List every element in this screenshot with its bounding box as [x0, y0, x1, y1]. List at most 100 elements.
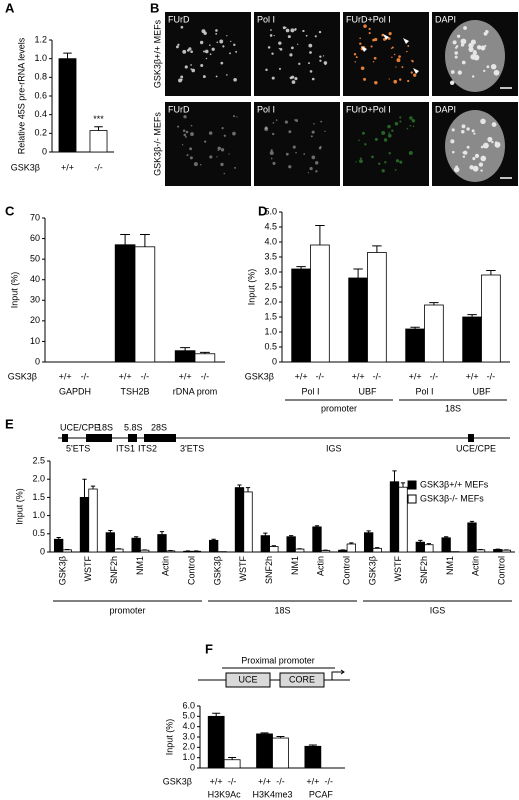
x-tick-label: -/-: [94, 162, 103, 172]
speckle: [383, 37, 387, 41]
speckle: [215, 29, 218, 32]
x-tick-label: PCAF: [309, 789, 334, 799]
speckle: [289, 76, 293, 80]
speckle: [388, 78, 390, 80]
speckle: [184, 135, 187, 138]
speckle: [470, 54, 476, 60]
bar: [405, 328, 425, 363]
error-bar: [237, 484, 242, 488]
bar: [269, 546, 279, 553]
error-bar: [263, 532, 268, 536]
series-label: -/-: [316, 371, 325, 381]
speckle: [411, 59, 413, 62]
speckle: [200, 63, 204, 68]
error-bar: [139, 233, 150, 247]
speckle: [359, 159, 363, 164]
speckle: [391, 56, 393, 59]
bar: [89, 130, 108, 153]
x-tick-label: H3K4me3: [252, 789, 292, 799]
speckle: [232, 115, 236, 118]
bar: [320, 550, 331, 553]
row-label: GSK3β: [11, 162, 40, 172]
speckle: [355, 56, 358, 59]
map-label: IGS: [326, 443, 342, 453]
bar: [467, 522, 477, 553]
series-label: +/+: [210, 776, 223, 786]
column-title: DAPI: [435, 104, 456, 114]
error-bar: [353, 268, 363, 278]
row-label: GSK3β-/- MEFs: [152, 112, 162, 176]
speckle: [387, 37, 391, 40]
speckle: [472, 157, 476, 161]
micrographs: [165, 12, 518, 186]
speckle: [314, 161, 319, 165]
map-label: ITS2: [138, 443, 157, 453]
bar: [372, 547, 382, 553]
speckle: [410, 71, 413, 74]
bar: [310, 244, 330, 363]
x-tick-label: SNF2h: [419, 556, 429, 584]
speckle: [318, 146, 322, 150]
bar: [462, 316, 482, 363]
speckle: [463, 26, 467, 30]
speckle: [408, 151, 413, 155]
speckle: [289, 53, 293, 57]
speckle: [233, 43, 236, 47]
column-title: FUrD: [168, 14, 190, 24]
speckle: [450, 70, 455, 74]
speckle: [297, 43, 299, 45]
series-label: -/-: [141, 371, 150, 381]
y-tick-label: 0: [40, 546, 45, 556]
bar: [441, 537, 451, 553]
column-title: FUrD+Pol I: [346, 14, 391, 24]
speckle: [359, 37, 361, 39]
column-title: Pol I: [257, 104, 275, 114]
speckle: [490, 63, 497, 70]
map-block: [144, 434, 176, 442]
speckle: [308, 62, 310, 65]
y-axis-label: Input (%): [14, 488, 24, 525]
map-label: 28S: [151, 422, 167, 432]
map-label: 3'ETS: [180, 443, 204, 453]
speckle: [222, 45, 225, 48]
map-label: 18S: [97, 422, 113, 432]
speckle: [406, 50, 408, 53]
series-label: +/+: [306, 776, 319, 786]
bar: [415, 541, 425, 553]
speckle: [190, 64, 192, 66]
speckle: [359, 42, 362, 45]
x-tick-label: SNF2h: [109, 556, 119, 584]
speckle: [264, 127, 269, 132]
speckle: [384, 161, 387, 164]
speckle: [182, 49, 187, 54]
speckle: [270, 149, 273, 152]
legend-label: GSK3β+/+ MEFs: [420, 479, 489, 489]
x-tick-label: GSK3β: [212, 556, 222, 585]
speckle: [374, 80, 378, 85]
speckle: [494, 141, 501, 148]
bar: [79, 496, 90, 553]
arrowhead: [383, 34, 389, 40]
speckle: [461, 60, 466, 65]
speckle: [191, 68, 196, 73]
gene-map: UCE/CPE 18S 5.8S 28S 5'ETS ITS1 ITS2 3'E…: [58, 422, 510, 453]
error-bar: [372, 245, 382, 253]
speckle: [354, 61, 356, 63]
bar: [346, 543, 357, 553]
speckle: [469, 165, 474, 170]
speckle: [193, 162, 198, 167]
speckle: [234, 166, 237, 169]
speckle: [273, 34, 275, 37]
speckle: [228, 153, 230, 155]
speckle: [324, 63, 327, 66]
speckle: [294, 28, 297, 31]
speckle: [232, 131, 236, 136]
y-tick-label: 1.5: [32, 492, 45, 502]
speckle: [396, 58, 401, 63]
y-tick-label: 5.0: [264, 206, 277, 216]
speckle: [398, 55, 401, 58]
speckle: [287, 35, 291, 39]
speckle: [285, 28, 290, 33]
speckle: [272, 161, 276, 165]
